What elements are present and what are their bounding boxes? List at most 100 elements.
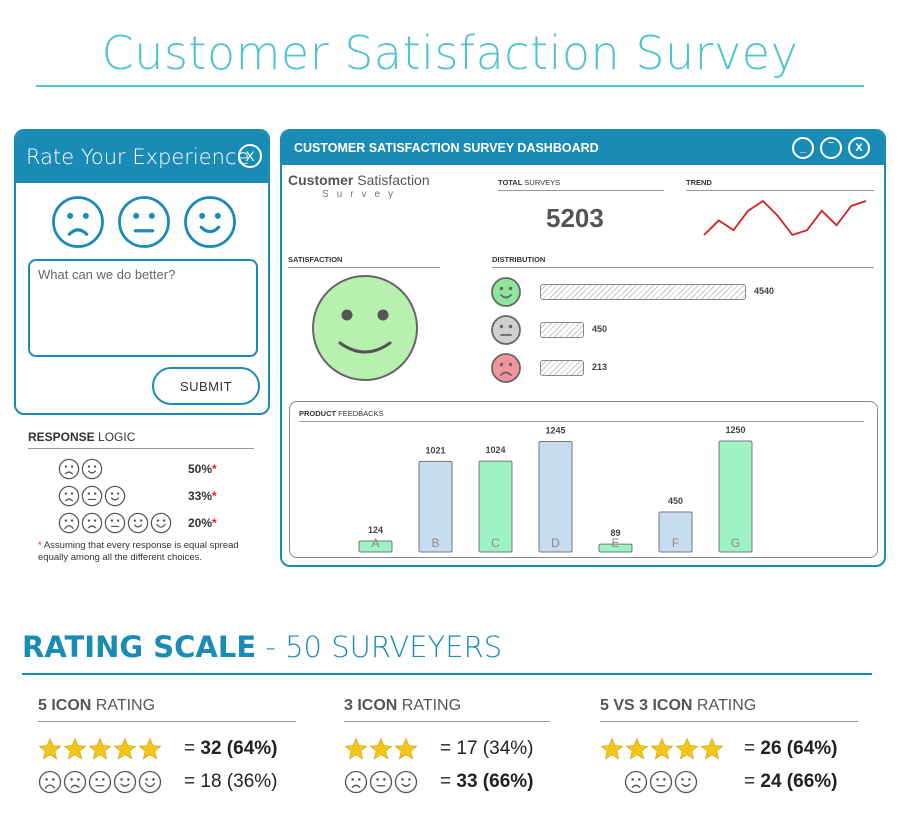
response-faces: [58, 512, 172, 534]
column-title-rest: RATING: [397, 697, 462, 714]
bar-value-label: 124: [368, 525, 383, 535]
bar-value-label: 450: [668, 496, 683, 506]
star-icon: [650, 737, 674, 760]
rating-percent: (36%): [221, 771, 278, 792]
happy-rating-icon[interactable]: [182, 194, 238, 250]
rating-count: 32: [200, 738, 222, 759]
satisfaction-label: SATISFACTION: [288, 255, 440, 268]
response-logic-rows: 50%* 33%* 20%*: [28, 455, 254, 536]
percent-asterisk: *: [212, 462, 217, 476]
equals-sign: =: [440, 771, 457, 792]
rating-faces: [50, 194, 238, 250]
distribution-value: 4540: [754, 286, 775, 296]
column-title-rest: RATING: [91, 697, 156, 714]
rating-result: = 24 (66%): [744, 771, 837, 793]
bar-E: [598, 543, 633, 553]
sad-rating-icon[interactable]: [50, 194, 106, 250]
star-icon: [344, 737, 368, 760]
very-sad-face-icon: [58, 512, 80, 534]
satisfaction-label-text: SATISFACTION: [288, 255, 343, 264]
total-surveys-value: 5203: [546, 203, 604, 233]
neutral-distribution-icon: [491, 315, 521, 345]
equals-sign: =: [744, 771, 761, 792]
product-feedback-label: PRODUCT FEEDBACKS: [299, 409, 864, 422]
rating-column-title: 3 ICON RATING: [344, 697, 550, 722]
rating-scale-title-bold: RATING SCALE: [22, 630, 257, 664]
rating-count: 24: [760, 771, 782, 792]
bar-F: [658, 511, 693, 553]
equals-sign: =: [184, 738, 201, 759]
rating-count: 18: [200, 771, 222, 792]
maximize-icon[interactable]: ‾: [820, 137, 842, 159]
face-rating-row: [38, 770, 162, 794]
response-faces: [58, 458, 103, 480]
bar-value-label: 1245: [545, 425, 565, 435]
neutral-face-icon: [88, 770, 112, 794]
neutral-rating-icon[interactable]: [116, 194, 172, 250]
star-icon: [600, 737, 624, 760]
note-asterisk: *: [38, 540, 42, 551]
sad-face-icon: [81, 512, 103, 534]
response-logic-title-bold: RESPONSE: [28, 430, 95, 444]
star-icon: [138, 737, 162, 760]
bar-D: [538, 440, 573, 553]
column-title-rest: RATING: [692, 697, 757, 714]
product-feedback-panel: PRODUCT FEEDBACKS 124 A 1021 B 1024 C 1245 D 89 E…: [289, 401, 878, 558]
response-logic-row: 33%*: [28, 482, 254, 509]
rate-panel-title: Rate Your Experience: [26, 145, 250, 169]
neutral-face-icon: [369, 770, 393, 794]
happy-distribution-icon: [491, 277, 521, 307]
star-rating-row: [38, 737, 162, 761]
dashboard-header: CUSTOMER SATISFACTION SURVEY DASHBOARD: [282, 131, 884, 165]
column-title-bold: 3 ICON: [344, 697, 398, 714]
star-icon: [675, 737, 699, 760]
title-divider: [36, 85, 864, 87]
survey-dashboard: CUSTOMER SATISFACTION SURVEY DASHBOARD _…: [280, 129, 886, 567]
bar-G: [718, 440, 753, 553]
rating-scale-title: RATING SCALE - 50 SURVEYERS: [22, 630, 502, 664]
note-text: Assuming that every response is equal sp…: [38, 540, 239, 563]
rating-result: = 33 (66%): [440, 771, 533, 793]
happy-face-icon: [674, 770, 698, 794]
bar-category-label: A: [371, 536, 379, 550]
rating-count: 26: [760, 738, 782, 759]
sad-face-icon: [58, 485, 80, 507]
trend-sparkline: [703, 199, 867, 237]
trend-line: [703, 199, 867, 237]
minimize-label: _: [799, 142, 807, 154]
rating-scale-title-rest: - 50 SURVEYERS: [256, 630, 503, 664]
submit-button[interactable]: SUBMIT: [152, 367, 260, 405]
star-rating-row: [600, 737, 724, 761]
response-logic-row: 50%*: [28, 455, 254, 482]
feedback-input[interactable]: [28, 259, 258, 357]
minimize-icon[interactable]: _: [792, 137, 814, 159]
close-icon[interactable]: X: [238, 144, 262, 168]
happy-face-icon: [127, 512, 149, 534]
close-icon[interactable]: X: [848, 137, 870, 159]
star-icon: [38, 737, 62, 760]
response-logic: RESPONSE LOGIC 50%* 33%* 20%*: [28, 430, 254, 536]
sad-face-icon: [344, 770, 368, 794]
star-rating-row: [344, 737, 418, 761]
sad-face-icon: [58, 458, 80, 480]
star-icon: [625, 737, 649, 760]
equals-sign: =: [184, 771, 201, 792]
brand-rest: Satisfaction: [353, 172, 430, 188]
trend-label-text: TREND: [686, 178, 712, 187]
star-icon: [394, 737, 418, 760]
response-logic-title-rest: LOGIC: [94, 430, 136, 444]
sad-face-icon: [63, 770, 87, 794]
maximize-label: ‾: [829, 142, 833, 154]
rating-percent: (34%): [477, 738, 534, 759]
column-title-bold: 5 VS 3 ICON: [600, 697, 693, 714]
distribution-bar: [540, 284, 746, 300]
equals-sign: =: [744, 738, 761, 759]
distribution-label-text: DISTRIBUTION: [492, 255, 546, 264]
rating-result: = 18 (36%): [184, 771, 277, 793]
very-happy-face-icon: [138, 770, 162, 794]
bar-B: [418, 460, 453, 553]
rating-column-title: 5 ICON RATING: [38, 697, 296, 722]
star-icon: [113, 737, 137, 760]
rating-percent: (66%): [477, 771, 534, 792]
